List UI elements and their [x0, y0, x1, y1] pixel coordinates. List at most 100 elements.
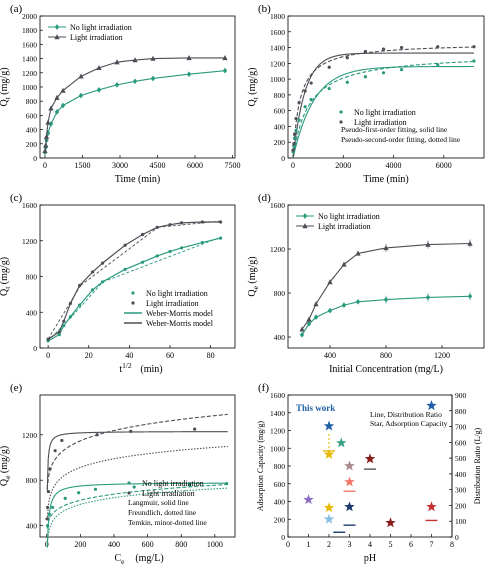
annotation: Langmuir, solid line	[128, 498, 189, 507]
data-point	[53, 449, 57, 453]
adsorption-star	[323, 420, 335, 431]
data-point	[292, 142, 296, 146]
x-tick-label: 6	[409, 540, 413, 549]
y-tick-label: 1200	[22, 237, 37, 246]
x-tick-label: 1200	[434, 351, 450, 360]
data-point	[43, 142, 49, 148]
data-point	[179, 221, 184, 225]
x-tick-label: 6000	[436, 161, 452, 170]
fit-segment	[80, 226, 159, 286]
data-point	[51, 505, 55, 510]
y2-tick-label: 400	[455, 470, 467, 479]
x-tick-label: 4	[368, 540, 372, 549]
x-tick-label: 4500	[150, 161, 166, 170]
this-work-label: This work	[296, 403, 335, 413]
x-tick-label: 600	[142, 540, 154, 549]
fit-line	[292, 46, 474, 159]
y-tick-label: 200	[274, 138, 286, 147]
data-point	[45, 517, 49, 521]
x-tick-label: 7	[430, 540, 434, 549]
data-point	[186, 71, 192, 78]
legend-marker	[131, 291, 135, 295]
data-point	[48, 467, 52, 471]
legend-marker	[54, 24, 60, 30]
y2-tick-label: 300	[455, 486, 467, 495]
x-axis-label: Initial Concentration (mg/L)	[329, 364, 443, 375]
y-tick-label: 200	[274, 515, 286, 524]
x-tick-label: 6000	[187, 161, 203, 170]
freundlich-fit	[46, 483, 228, 529]
x-tick-label: 4000	[386, 161, 402, 170]
temkin-fit	[46, 445, 228, 520]
adsorption-star	[323, 502, 335, 513]
x-tick-label: 60	[166, 351, 174, 360]
data-point	[297, 101, 301, 105]
data-point	[399, 68, 404, 72]
data-point	[96, 86, 102, 93]
data-point	[155, 254, 159, 258]
panel-0: 0 1500 3000 4500 6000 7500 0 200 400 600 800 1000 12…	[0, 3, 241, 185]
y-tick-label: 1200	[22, 431, 37, 440]
legend-label: Light irradiation	[146, 299, 199, 308]
y-tick-label: 800	[26, 476, 38, 485]
data-point	[62, 319, 66, 323]
data-point	[46, 489, 51, 494]
data-point	[327, 307, 333, 314]
data-point	[150, 55, 156, 61]
data-point	[45, 505, 50, 510]
legend-marker	[127, 481, 131, 485]
data-point	[188, 483, 192, 487]
x-tick-label: 800	[175, 540, 187, 549]
adsorption-star	[303, 494, 314, 505]
y2-tick-label: 800	[455, 407, 467, 416]
data-point	[95, 433, 99, 437]
legend-marker	[127, 491, 131, 495]
y-tick-label: 0	[281, 533, 285, 542]
data-point	[297, 118, 301, 122]
y-tick-label: 1800	[22, 26, 37, 35]
data-point	[224, 482, 229, 486]
y2-axis-label: Distribution Ratio (L/g)	[473, 427, 482, 504]
data-point	[168, 223, 172, 227]
temkin-fit	[46, 487, 228, 545]
data-point	[78, 92, 84, 99]
x-tick-label: 8	[450, 540, 454, 549]
adsorption-star	[426, 501, 437, 512]
data-point	[78, 303, 82, 307]
data-point	[292, 132, 297, 136]
data-point	[132, 485, 136, 489]
y-axis-label: Qt (mg/g)	[0, 67, 12, 106]
annotation: Freundlich, dotted line	[128, 508, 197, 517]
x-axis-label: t1/2	[119, 361, 132, 375]
y-tick-label: 0	[33, 344, 37, 353]
legend-label: No light irradiation	[146, 289, 208, 298]
adsorption-star	[323, 448, 335, 459]
x-tick-label: 200	[74, 540, 86, 549]
adsorption-star	[385, 517, 396, 528]
data-point	[291, 148, 295, 152]
y-tick-label: 1600	[270, 201, 285, 210]
y-tick-label: 800	[26, 97, 38, 106]
data-point	[140, 232, 145, 237]
data-point	[200, 220, 204, 224]
data-point	[222, 67, 228, 74]
data-point	[45, 119, 51, 125]
data-point	[43, 133, 50, 139]
data-point	[345, 56, 349, 60]
y-tick-label: 800	[274, 289, 286, 298]
data-point	[60, 438, 64, 443]
data-point	[100, 261, 105, 265]
y-tick-label: 1400	[270, 409, 285, 418]
data-point	[313, 314, 319, 321]
adsorption-star	[426, 400, 437, 411]
data-point	[78, 73, 84, 79]
fit-line	[292, 65, 474, 159]
data-point	[57, 332, 61, 337]
y-tick-label: 1600	[22, 201, 37, 210]
y-tick-label: 800	[274, 462, 286, 471]
y2-tick-label: 900	[455, 391, 467, 400]
data-point	[399, 45, 404, 50]
annotation: Pseudo-second-order fitting, dotted line	[341, 135, 461, 144]
data-point	[179, 246, 184, 250]
